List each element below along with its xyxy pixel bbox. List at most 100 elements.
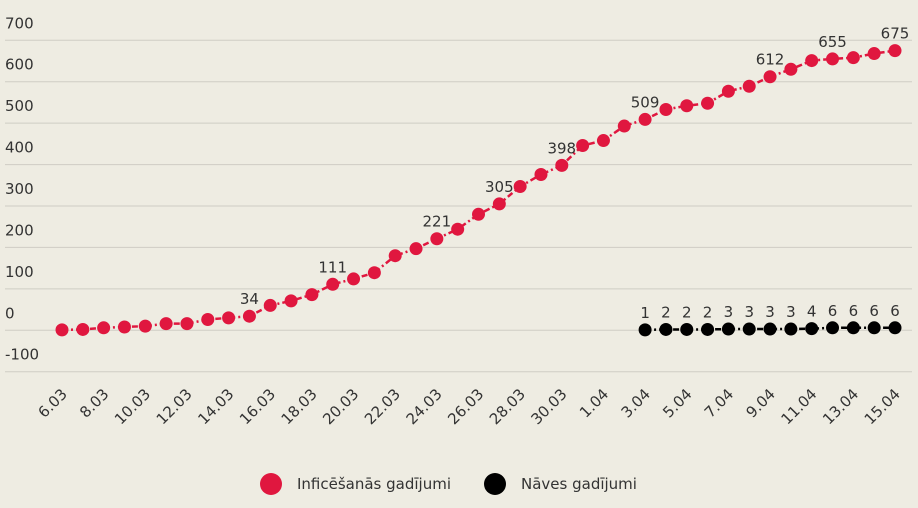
x-tick-label: 7.04 [701, 385, 737, 421]
legend-label: Inficēšanās gadījumi [297, 475, 451, 493]
point [284, 294, 298, 308]
y-tick-label: 400 [5, 139, 34, 157]
x-tick-label: 10.03 [111, 385, 154, 428]
data-label: 2 [682, 303, 692, 321]
data-label: 305 [485, 178, 514, 196]
x-tick-label: 3.04 [618, 385, 654, 421]
point [388, 249, 402, 263]
y-tick-label: 0 [5, 304, 15, 322]
point [763, 70, 777, 84]
data-label: 111 [318, 258, 347, 276]
point [846, 51, 860, 65]
y-tick-label: 200 [5, 221, 34, 239]
legend-marker [260, 473, 282, 495]
x-tick-label: 11.04 [777, 385, 820, 428]
y-tick-label: 700 [5, 14, 34, 32]
point [117, 320, 131, 334]
point [347, 272, 361, 286]
point [680, 322, 694, 336]
data-label: 6 [890, 302, 900, 320]
data-label: 509 [631, 93, 660, 111]
point [242, 309, 256, 323]
data-label: 221 [423, 213, 452, 231]
data-label: 6 [869, 302, 879, 320]
point [138, 319, 152, 333]
data-label: 398 [547, 139, 576, 157]
point [201, 313, 215, 327]
point [638, 323, 652, 337]
data-label: 612 [756, 51, 785, 69]
point [596, 134, 610, 148]
x-tick-label: 20.03 [319, 385, 362, 428]
point [326, 277, 340, 291]
x-tick-label: 26.03 [444, 385, 487, 428]
point [742, 322, 756, 336]
x-tick-label: 5.04 [659, 385, 695, 421]
point [409, 242, 423, 256]
data-label: 6 [828, 302, 838, 320]
point [763, 322, 777, 336]
point [721, 84, 735, 98]
point [222, 311, 236, 325]
y-tick-label: 500 [5, 97, 34, 115]
data-label: 1 [640, 304, 650, 322]
data-label: 3 [786, 303, 796, 321]
point [701, 322, 715, 336]
point [805, 322, 819, 336]
data-label: 675 [881, 25, 910, 43]
point [659, 322, 673, 336]
point [680, 99, 694, 113]
point [888, 44, 902, 58]
point [76, 322, 90, 336]
point [617, 119, 631, 133]
point [180, 317, 194, 331]
y-tick-label: 100 [5, 263, 34, 281]
x-tick-label: 24.03 [403, 385, 446, 428]
data-label: 3 [744, 303, 754, 321]
x-tick-label: 8.03 [76, 385, 112, 421]
data-label: 4 [807, 303, 817, 321]
point [826, 321, 840, 335]
series-line [61, 49, 896, 332]
point [888, 321, 902, 335]
x-tick-label: 13.04 [819, 385, 862, 428]
point [846, 321, 860, 335]
point [55, 323, 69, 337]
point [701, 96, 715, 110]
y-tick-label: -100 [5, 346, 39, 364]
data-label: 34 [240, 290, 259, 308]
point [367, 266, 381, 280]
x-tick-label: 15.04 [861, 385, 904, 428]
point [784, 62, 798, 76]
point [305, 288, 319, 302]
legend-label: Nāves gadījumi [521, 475, 637, 493]
x-tick-label: 12.03 [153, 385, 196, 428]
data-label: 3 [765, 303, 775, 321]
point [805, 54, 819, 68]
point [472, 207, 485, 221]
point [263, 298, 277, 312]
point [430, 232, 444, 246]
data-label: 6 [849, 302, 859, 320]
point [867, 321, 881, 335]
point [534, 168, 548, 182]
x-tick-label: 22.03 [361, 385, 404, 428]
x-tick-label: 6.03 [34, 385, 70, 421]
x-tick-label: 18.03 [278, 385, 321, 428]
x-tick-label: 9.04 [743, 385, 779, 421]
data-label: 655 [818, 33, 847, 51]
legend-marker [484, 473, 506, 495]
point [638, 112, 652, 126]
x-tick-label: 14.03 [194, 385, 237, 428]
point [867, 47, 881, 61]
point [159, 317, 173, 331]
x-tick-label: 1.04 [576, 385, 612, 421]
point [784, 322, 798, 336]
x-tick-label: 30.03 [528, 385, 571, 428]
point [555, 158, 569, 172]
point [451, 222, 465, 236]
point [826, 52, 840, 66]
data-label: 2 [661, 303, 671, 321]
point [576, 139, 590, 153]
